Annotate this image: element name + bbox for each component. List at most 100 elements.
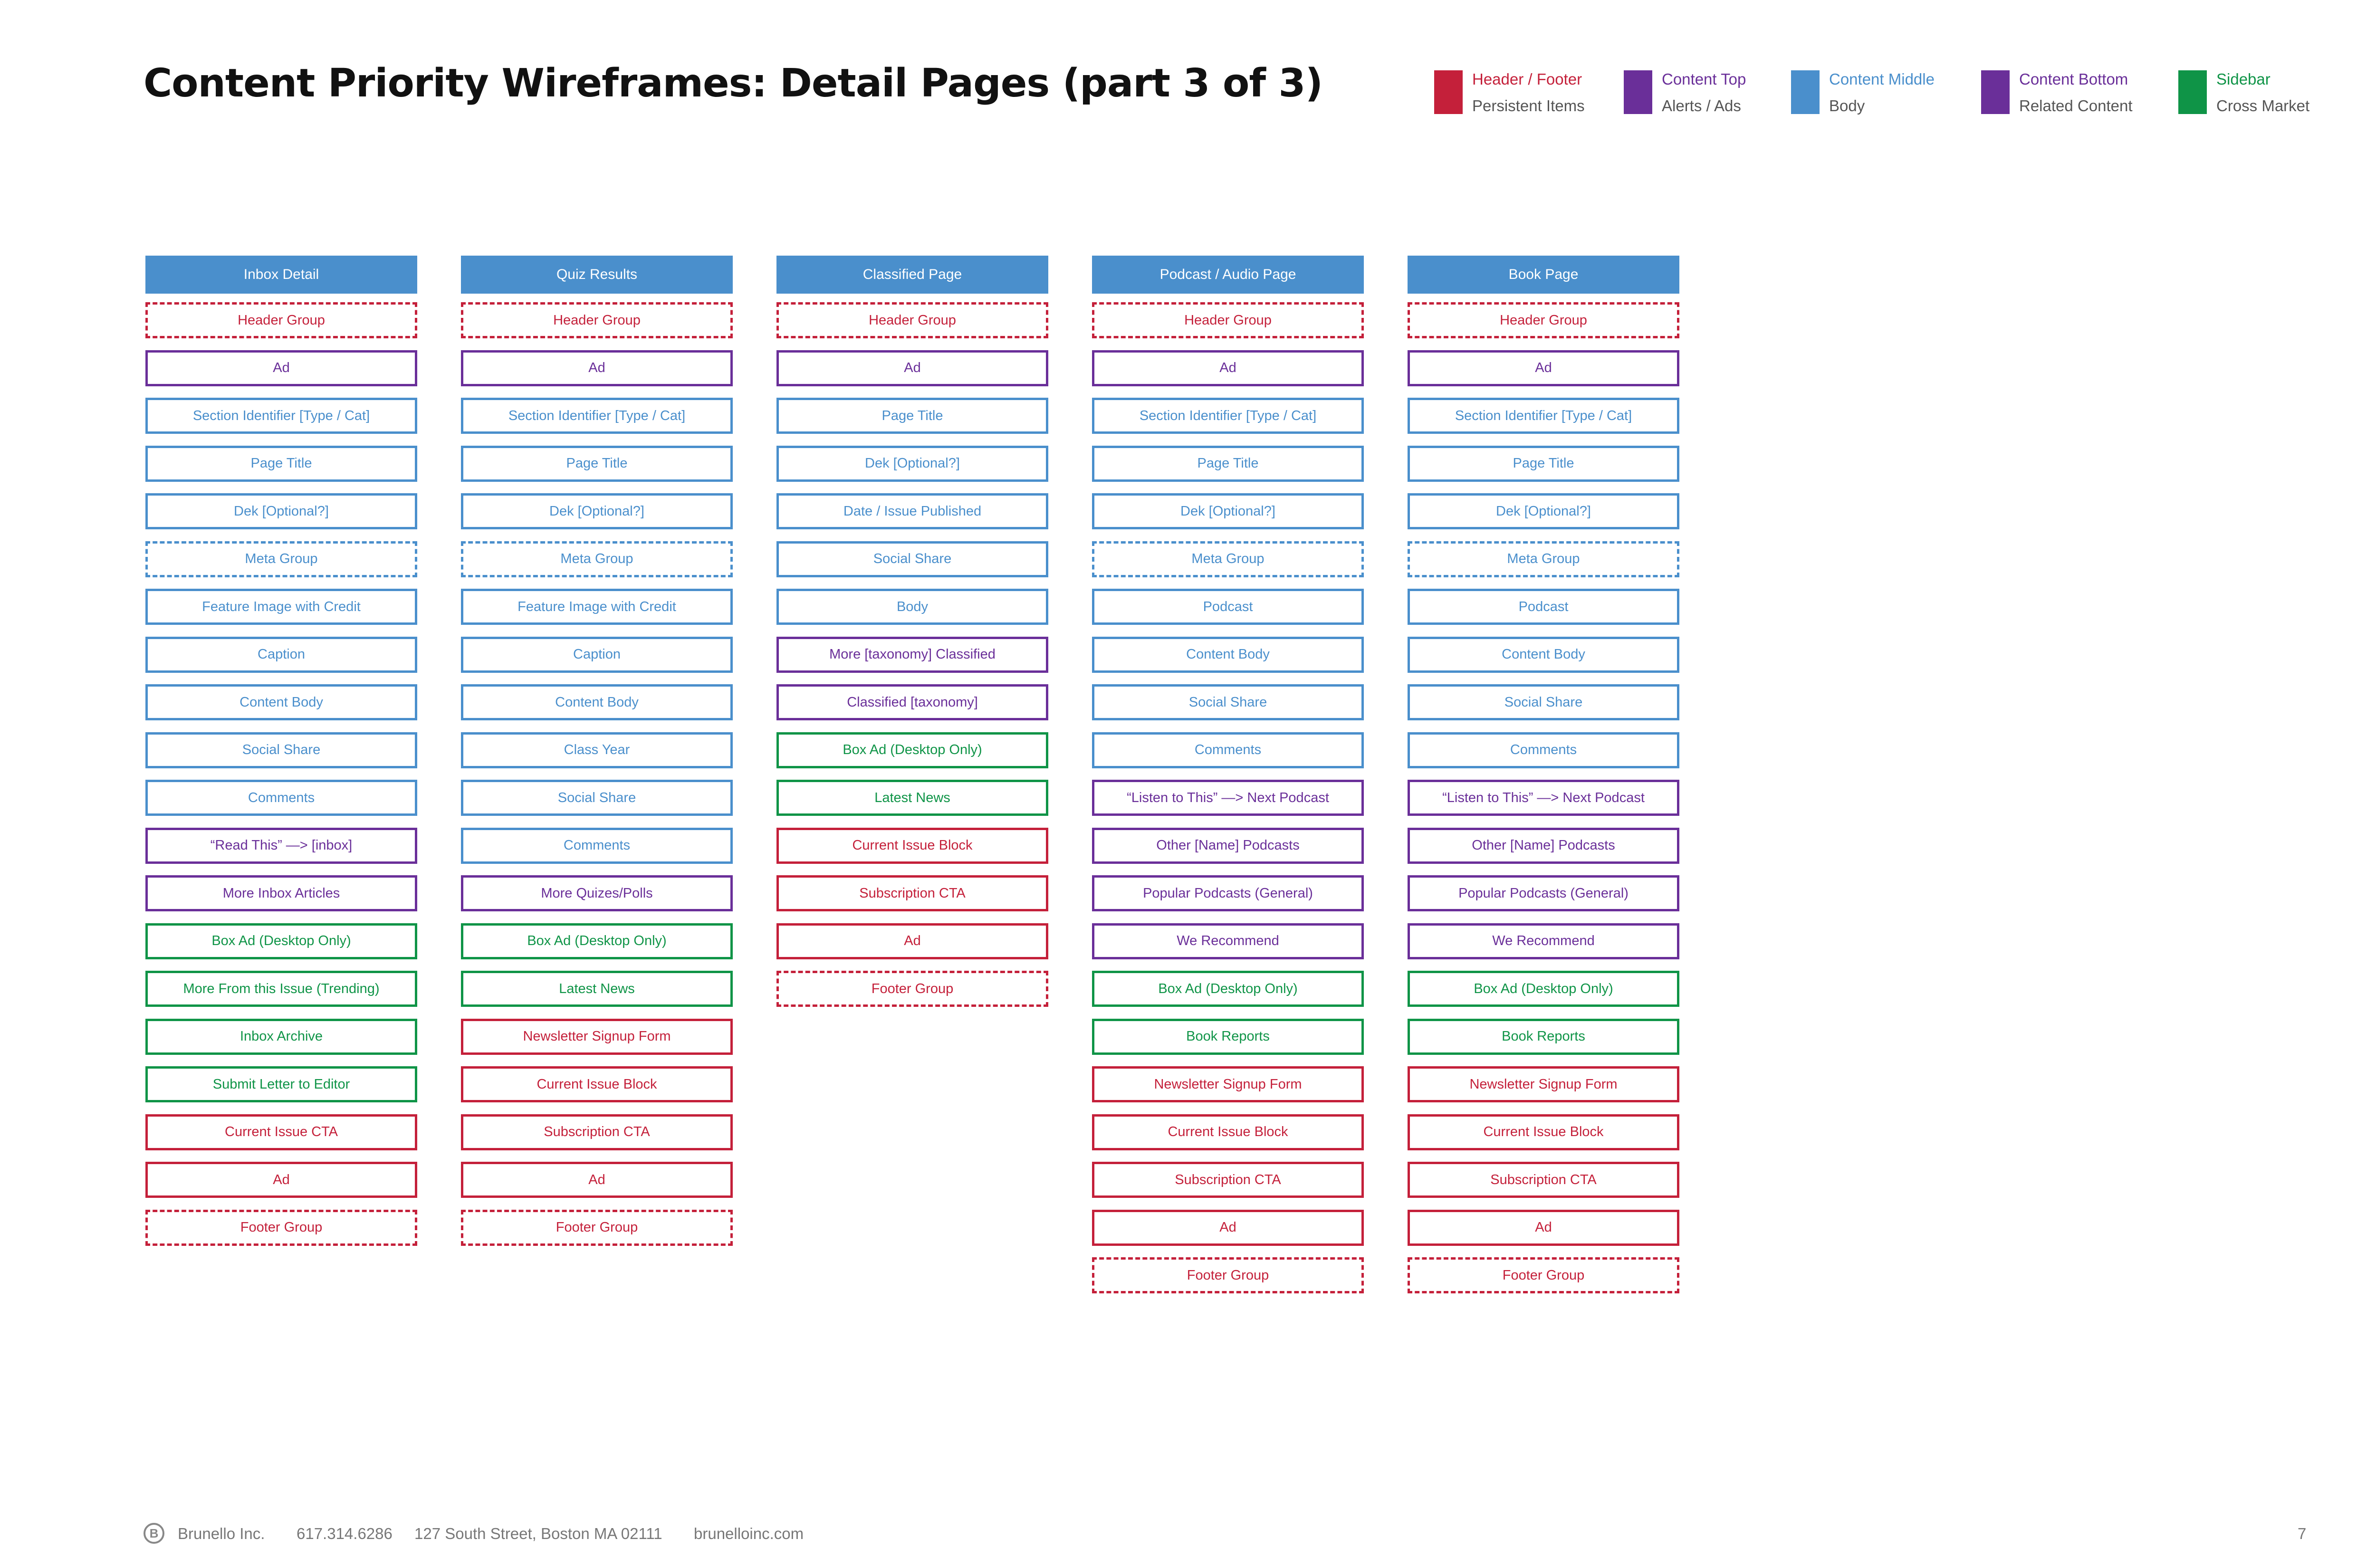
page-title: Content Priority Wireframes: Detail Page… xyxy=(144,61,1323,106)
legend-sub: Persistent Items xyxy=(1472,97,1585,115)
wireframe-block: Content Body xyxy=(1092,636,1364,673)
wireframe-block: Social Share xyxy=(776,541,1048,577)
wireframe-block: Book Reports xyxy=(1092,1018,1364,1055)
wireframe-block: Comments xyxy=(1408,732,1679,768)
wireframe-block: Dek [Optional?] xyxy=(776,445,1048,482)
wireframe-block: Box Ad (Desktop Only) xyxy=(1092,971,1364,1007)
wireframe-block: Popular Podcasts (General) xyxy=(1092,875,1364,911)
wireframe-block: Subscription CTA xyxy=(461,1114,733,1150)
wireframe-block: Classified [taxonomy] xyxy=(776,684,1048,720)
wireframe-block: Subscription CTA xyxy=(776,875,1048,911)
wireframe-block: Latest News xyxy=(461,971,733,1007)
wireframe-block: Caption xyxy=(145,636,417,673)
wireframe-block: Header Group xyxy=(1092,302,1364,338)
wireframe-block: Subscription CTA xyxy=(1408,1162,1679,1198)
column-header: Quiz Results xyxy=(461,256,733,294)
wireframe-block: We Recommend xyxy=(1092,923,1364,959)
wireframe-block: Footer Group xyxy=(461,1209,733,1246)
legend-label: Sidebar xyxy=(2216,70,2271,88)
column-header: Podcast / Audio Page xyxy=(1092,256,1364,294)
legend-sub: Related Content xyxy=(2019,97,2133,115)
wireframe-block: Newsletter Signup Form xyxy=(461,1018,733,1055)
wireframe-block: Header Group xyxy=(776,302,1048,338)
wireframe-block: Date / Issue Published xyxy=(776,493,1048,529)
legend-label: Content Middle xyxy=(1829,70,1935,88)
wireframe-block: Ad xyxy=(145,350,417,386)
legend-sub: Body xyxy=(1829,97,1865,115)
wireframe-block: Ad xyxy=(776,923,1048,959)
wireframe-block: Subscription CTA xyxy=(1092,1162,1364,1198)
column-header: Book Page xyxy=(1408,256,1679,294)
legend-label: Header / Footer xyxy=(1472,70,1582,88)
wireframe-block: Page Title xyxy=(145,445,417,482)
wireframe-block: Ad xyxy=(145,1162,417,1198)
wireframe-block: Inbox Archive xyxy=(145,1018,417,1055)
wireframe-block: Dek [Optional?] xyxy=(1408,493,1679,529)
wireframe-block: Submit Letter to Editor xyxy=(145,1066,417,1102)
wireframe-block: Section Identifier [Type / Cat] xyxy=(1092,398,1364,434)
wireframe-block: Current Issue Block xyxy=(776,827,1048,864)
wireframe-block: Page Title xyxy=(776,398,1048,434)
wireframe-block: Current Issue Block xyxy=(1092,1114,1364,1150)
wireframe-block: Ad xyxy=(776,350,1048,386)
legend-swatch xyxy=(1434,70,1463,114)
wireframe-block: Meta Group xyxy=(145,541,417,577)
wireframe-block: Popular Podcasts (General) xyxy=(1408,875,1679,911)
legend-swatch xyxy=(1791,70,1820,114)
wireframe-block: Meta Group xyxy=(1092,541,1364,577)
legend-label: Content Top xyxy=(1662,70,1746,88)
wireframe-block: Ad xyxy=(461,1162,733,1198)
wireframe-block: Feature Image with Credit xyxy=(461,589,733,625)
wireframe-block: Current Issue CTA xyxy=(145,1114,417,1150)
wireframe-block: Ad xyxy=(1408,1209,1679,1246)
wireframe-block: Other [Name] Podcasts xyxy=(1408,827,1679,864)
wireframe-block: Footer Group xyxy=(145,1209,417,1246)
wireframe-block: Podcast xyxy=(1092,589,1364,625)
column-header: Inbox Detail xyxy=(145,256,417,294)
wireframe-block: Page Title xyxy=(1408,445,1679,482)
wireframe-block: Ad xyxy=(461,350,733,386)
wireframe-block: Header Group xyxy=(461,302,733,338)
wireframe-block: Footer Group xyxy=(776,971,1048,1007)
wireframe-block: Comments xyxy=(461,827,733,864)
wireframe-block: Social Share xyxy=(461,780,733,816)
wireframe-block: “Read This” —> [inbox] xyxy=(145,827,417,864)
legend-label: Content Bottom xyxy=(2019,70,2128,88)
brunello-logo-icon: B xyxy=(144,1523,164,1544)
footer-website[interactable]: brunelloinc.com xyxy=(694,1525,804,1542)
wireframe-block: Ad xyxy=(1408,350,1679,386)
wireframe-block: Comments xyxy=(1092,732,1364,768)
wireframe-block: Body xyxy=(776,589,1048,625)
legend-swatch xyxy=(1624,70,1652,114)
wireframe-block: More Quizes/Polls xyxy=(461,875,733,911)
wireframe-block: Box Ad (Desktop Only) xyxy=(1408,971,1679,1007)
legend-swatch xyxy=(1981,70,2010,114)
wireframe-block: Content Body xyxy=(145,684,417,720)
wireframe-block: “Listen to This” —> Next Podcast xyxy=(1408,780,1679,816)
wireframe-block: Page Title xyxy=(461,445,733,482)
wireframe-block: Footer Group xyxy=(1092,1257,1364,1293)
wireframe-block: Comments xyxy=(145,780,417,816)
wireframe-block: Social Share xyxy=(1092,684,1364,720)
footer-phone: 617.314.6286 xyxy=(297,1525,393,1542)
wireframe-block: More [taxonomy] Classified xyxy=(776,636,1048,673)
wireframe-block: Ad xyxy=(1092,350,1364,386)
wireframe-block: Newsletter Signup Form xyxy=(1408,1066,1679,1102)
wireframe-block: Meta Group xyxy=(1408,541,1679,577)
wireframe-block: Dek [Optional?] xyxy=(145,493,417,529)
legend-swatch xyxy=(2178,70,2207,114)
wireframe-block: Header Group xyxy=(145,302,417,338)
wireframe-block: Box Ad (Desktop Only) xyxy=(461,923,733,959)
wireframe-block: Section Identifier [Type / Cat] xyxy=(1408,398,1679,434)
wireframe-block: Latest News xyxy=(776,780,1048,816)
wireframe-block: Footer Group xyxy=(1408,1257,1679,1293)
wireframe-block: We Recommend xyxy=(1408,923,1679,959)
wireframe-block: Podcast xyxy=(1408,589,1679,625)
legend-sub: Alerts / Ads xyxy=(1662,97,1741,115)
wireframe-block: Caption xyxy=(461,636,733,673)
legend-sub: Cross Market xyxy=(2216,97,2310,115)
wireframe-block: Section Identifier [Type / Cat] xyxy=(461,398,733,434)
wireframe-block: Section Identifier [Type / Cat] xyxy=(145,398,417,434)
wireframe-block: Social Share xyxy=(1408,684,1679,720)
wireframe-block: Ad xyxy=(1092,1209,1364,1246)
